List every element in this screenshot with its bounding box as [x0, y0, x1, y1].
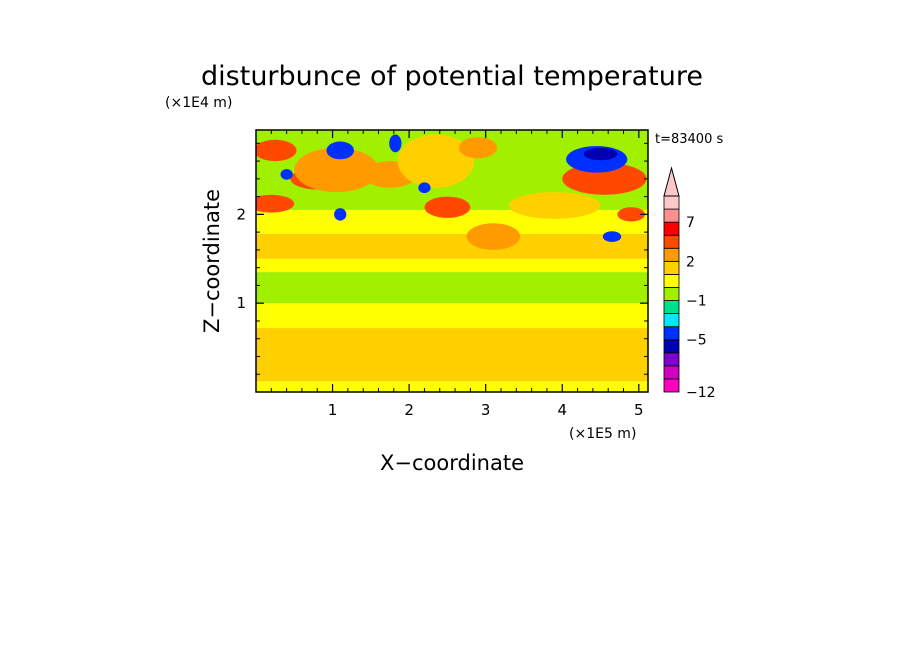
contour-field — [256, 130, 648, 392]
contour-band-4 — [256, 258, 648, 273]
colorbar-swatch — [663, 300, 680, 314]
contour-feature-7 — [397, 134, 475, 188]
contour-feature-19 — [280, 169, 293, 180]
colorbar-label: 2 — [686, 254, 695, 270]
x-tick-label: 1 — [328, 401, 338, 419]
contour-band-2 — [256, 303, 648, 329]
colorbar: −12−5−127 — [663, 166, 716, 401]
colorbar-swatch — [663, 195, 680, 210]
contour-band-5 — [256, 233, 648, 259]
x-tick-label: 3 — [481, 401, 491, 419]
x-axis: 1 2 3 4 5 — [270, 130, 644, 419]
x-tick-label: 2 — [404, 401, 414, 419]
contour-feature-18 — [418, 182, 431, 194]
colorbar-swatch — [663, 365, 680, 380]
colorbar-swatch — [663, 247, 680, 262]
contour-feature-4 — [326, 141, 354, 160]
x-tick-label: 5 — [634, 401, 644, 419]
contour-feature-14 — [583, 147, 618, 161]
colorbar-label: −1 — [686, 294, 707, 310]
time-label: t=83400 s — [655, 132, 723, 147]
contour-feature-11 — [508, 192, 601, 219]
contour-feature-5 — [389, 134, 402, 153]
colorbar-label: 7 — [686, 215, 695, 231]
y-axis: 12 — [236, 142, 648, 375]
contour-feature-20 — [602, 231, 622, 242]
contour-feature-16 — [617, 207, 645, 222]
colorbar-swatch — [663, 378, 680, 393]
plot-frame — [255, 129, 649, 393]
colorbar-label: −5 — [686, 333, 707, 349]
contour-band-0 — [256, 381, 648, 392]
contour-feature-15 — [612, 236, 648, 255]
x-tick-label: 4 — [557, 401, 567, 419]
contour-feature-3 — [294, 147, 379, 193]
contour-feature-0 — [256, 139, 297, 162]
chart-title: disturbunce of potential temperature — [201, 61, 703, 92]
y-axis-label: Z−coordinate — [200, 189, 224, 333]
y-tick-label: 1 — [236, 294, 246, 312]
contour-band-3 — [256, 272, 648, 304]
colorbar-swatch — [663, 273, 680, 288]
contour-feature-9 — [424, 196, 471, 218]
colorbar-swatch — [663, 208, 680, 223]
x-axis-unit: (×1E5 m) — [569, 426, 636, 442]
contour-feature-8 — [458, 137, 498, 159]
colorbar-extend-arrow — [663, 166, 680, 197]
colorbar-swatch — [663, 339, 680, 354]
colorbar-label: −12 — [686, 385, 716, 401]
contour-band-1 — [256, 328, 648, 382]
y-axis-unit: (×1E4 m) — [165, 95, 232, 111]
colorbar-swatch — [663, 234, 680, 249]
colorbar-swatch — [663, 260, 680, 275]
contour-feature-10 — [466, 223, 521, 250]
contour-feature-2 — [256, 194, 295, 213]
colorbar-swatch — [663, 313, 680, 328]
colorbar-swatch — [663, 326, 680, 341]
x-axis-label: X−coordinate — [380, 451, 524, 475]
y-tick-label: 2 — [236, 205, 246, 223]
colorbar-swatch — [663, 352, 680, 367]
colorbar-swatch — [663, 287, 680, 301]
colorbar-swatch — [663, 221, 680, 236]
contour-feature-17 — [334, 208, 347, 221]
